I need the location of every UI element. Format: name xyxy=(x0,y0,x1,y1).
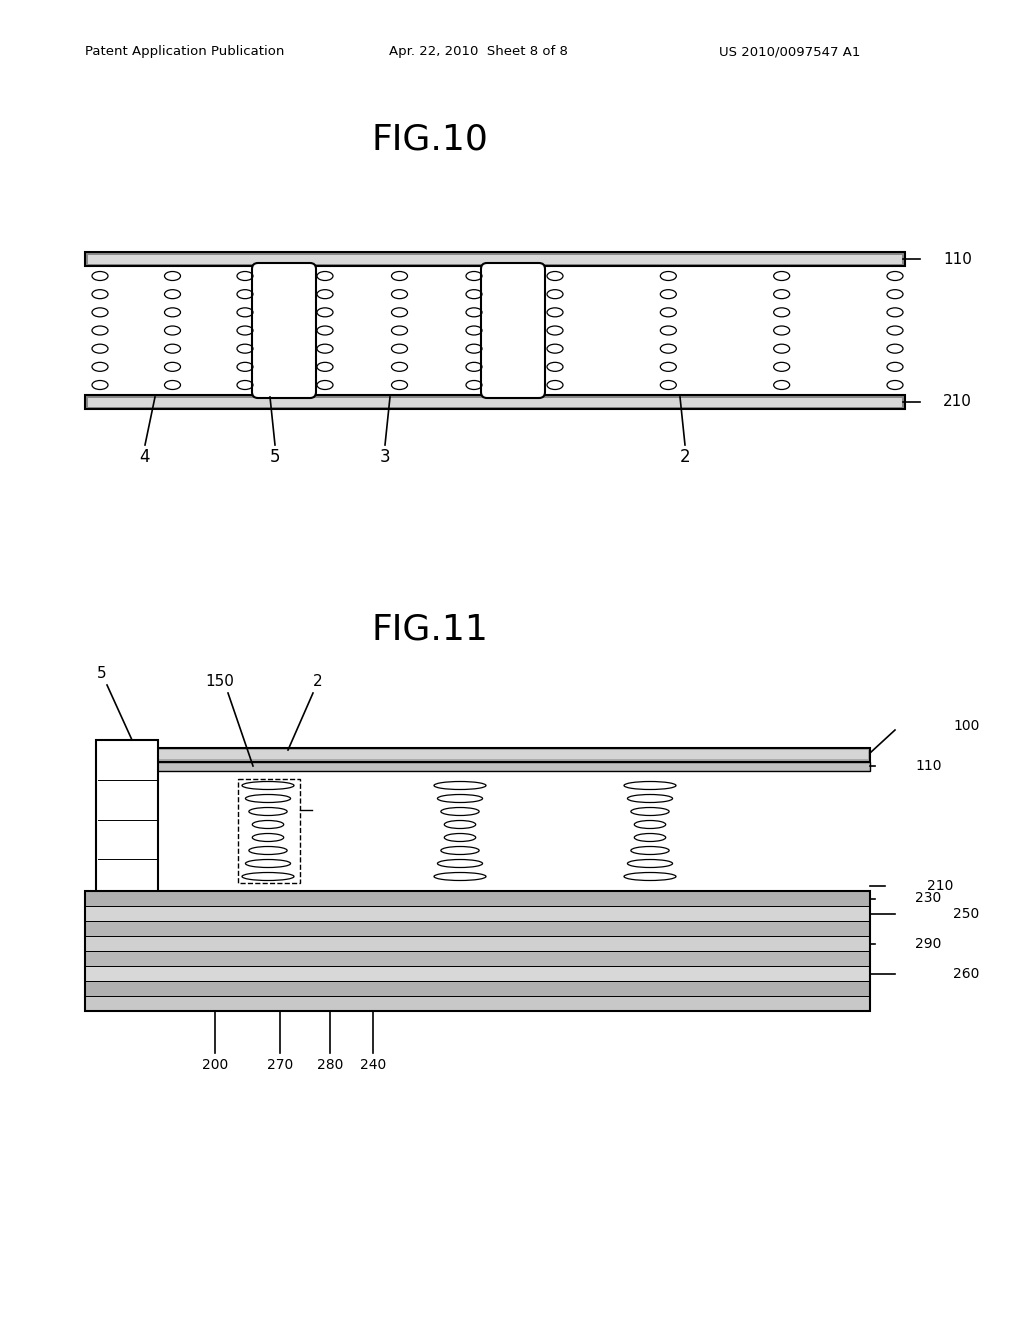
Bar xyxy=(85,950,870,966)
FancyBboxPatch shape xyxy=(481,263,545,399)
Text: 230: 230 xyxy=(915,891,941,906)
Bar xyxy=(85,395,905,409)
Bar xyxy=(85,997,870,1011)
Bar xyxy=(148,762,870,771)
Text: 5: 5 xyxy=(269,447,281,466)
Text: 100: 100 xyxy=(953,719,979,733)
Text: 250: 250 xyxy=(953,907,979,920)
Text: 210: 210 xyxy=(943,395,972,409)
Text: 260: 260 xyxy=(953,966,979,981)
Bar xyxy=(96,741,158,899)
Bar xyxy=(148,748,870,762)
Text: FIG.10: FIG.10 xyxy=(372,123,488,157)
Text: 110: 110 xyxy=(943,252,972,267)
Bar xyxy=(85,921,870,936)
Text: 2: 2 xyxy=(680,447,690,466)
Text: 290: 290 xyxy=(915,936,941,950)
Text: 110: 110 xyxy=(915,759,941,774)
Bar xyxy=(85,252,905,267)
Bar xyxy=(85,966,870,981)
Bar xyxy=(88,399,902,407)
Bar xyxy=(85,906,870,921)
Text: 2: 2 xyxy=(313,673,323,689)
FancyBboxPatch shape xyxy=(252,263,316,399)
Text: 240: 240 xyxy=(359,1059,386,1072)
Text: Apr. 22, 2010  Sheet 8 of 8: Apr. 22, 2010 Sheet 8 of 8 xyxy=(388,45,567,58)
Text: 200: 200 xyxy=(202,1059,228,1072)
Bar xyxy=(85,891,870,906)
Bar xyxy=(238,779,300,883)
Bar xyxy=(85,981,870,997)
Text: Patent Application Publication: Patent Application Publication xyxy=(85,45,285,58)
Bar xyxy=(85,936,870,950)
Text: 5: 5 xyxy=(97,665,106,681)
Text: FIG.11: FIG.11 xyxy=(372,612,488,647)
Text: 3: 3 xyxy=(380,447,390,466)
Text: 150: 150 xyxy=(206,673,234,689)
Text: 210: 210 xyxy=(927,879,953,894)
Text: US 2010/0097547 A1: US 2010/0097547 A1 xyxy=(719,45,861,58)
Text: 270: 270 xyxy=(267,1059,293,1072)
Bar xyxy=(85,891,870,1011)
Text: 4: 4 xyxy=(139,447,151,466)
Bar xyxy=(88,255,902,264)
Text: 280: 280 xyxy=(316,1059,343,1072)
Bar xyxy=(150,750,868,759)
